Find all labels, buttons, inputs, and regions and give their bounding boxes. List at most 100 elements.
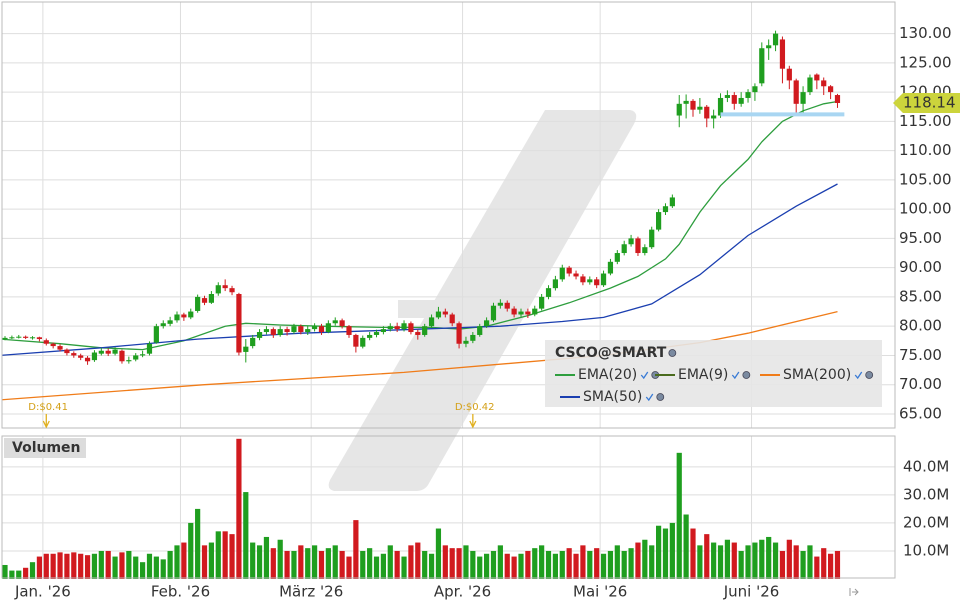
candle-body xyxy=(828,86,834,93)
candle-body xyxy=(614,253,620,262)
candle-body xyxy=(607,261,614,274)
candle-body xyxy=(408,323,414,333)
volume-bar xyxy=(676,452,682,579)
candle-body xyxy=(243,346,249,352)
dividend-label: D:$0.42 xyxy=(455,402,495,413)
volume-bar xyxy=(573,553,579,579)
candle-body xyxy=(662,206,669,213)
volume-bar xyxy=(256,545,263,579)
volume-bar xyxy=(772,542,779,579)
volume-bar xyxy=(587,550,593,579)
volume-bar xyxy=(50,553,56,579)
x-tick-label: März '26 xyxy=(279,583,343,600)
volume-bar xyxy=(484,553,490,579)
candle-body xyxy=(539,296,545,309)
volume-bar xyxy=(559,550,565,579)
candle-body xyxy=(745,92,751,98)
candle-body xyxy=(518,311,524,315)
y-tick-label: 85.00 xyxy=(899,287,942,305)
candle-body xyxy=(119,350,125,362)
candle-body xyxy=(600,273,607,286)
y-tick-label: 105.00 xyxy=(899,170,952,188)
scroll-icon[interactable] xyxy=(849,588,859,596)
volume-bar xyxy=(133,556,139,579)
volume-bar xyxy=(422,550,428,579)
y-tick-label: 80.00 xyxy=(899,317,942,335)
volume-bar xyxy=(105,550,111,579)
candle-body xyxy=(16,336,22,338)
volume-bar xyxy=(112,556,118,579)
volume-bar xyxy=(415,542,421,579)
volume-bar xyxy=(64,553,70,579)
volume-bar xyxy=(649,545,655,579)
candle-body xyxy=(552,279,558,289)
candle-body xyxy=(353,334,359,347)
candle-body xyxy=(9,337,15,339)
volume-bar xyxy=(373,556,380,579)
candle-body xyxy=(146,343,153,354)
candle-body xyxy=(456,323,462,344)
volume-bar xyxy=(731,542,737,579)
candle-body xyxy=(2,337,8,340)
candle-body xyxy=(621,244,627,254)
legend-check xyxy=(640,371,649,380)
candle-body xyxy=(380,329,386,333)
volume-tick-label: 30.0M xyxy=(903,485,949,503)
volume-bar xyxy=(669,522,675,579)
volume-bar xyxy=(490,550,497,579)
volume-bar xyxy=(236,438,242,579)
candle-body xyxy=(532,308,538,315)
x-tick-label: Apr. '26 xyxy=(434,583,491,600)
volume-bar xyxy=(552,553,558,579)
volume-bar xyxy=(470,550,476,579)
volume-bar xyxy=(793,545,799,579)
volume-bar xyxy=(312,545,318,579)
volume-bar xyxy=(243,492,249,579)
candle-body xyxy=(497,302,503,306)
candle-body xyxy=(793,80,799,104)
volume-bar xyxy=(57,552,63,579)
candle-body xyxy=(821,80,827,87)
volume-bar xyxy=(566,548,572,579)
candle-body xyxy=(435,311,442,318)
candle-body xyxy=(566,267,572,274)
candle-body xyxy=(656,212,662,230)
volume-bar xyxy=(607,550,614,579)
y-tick-label: 110.00 xyxy=(899,141,952,159)
candle-body xyxy=(800,92,806,104)
candle-body xyxy=(511,308,517,315)
candle-body xyxy=(814,74,820,81)
candle-body xyxy=(545,288,552,297)
candle-body xyxy=(731,95,737,104)
candle-body xyxy=(84,357,91,362)
volume-bar xyxy=(704,534,710,579)
candle-body xyxy=(195,296,201,311)
volume-bar xyxy=(98,550,104,579)
volume-bar xyxy=(215,531,221,579)
candle-body xyxy=(263,329,270,333)
candle-body xyxy=(167,320,173,324)
volume-bar xyxy=(380,553,386,579)
candle-body xyxy=(422,326,428,335)
y-tick-label: 130.00 xyxy=(899,24,952,42)
candles xyxy=(2,30,841,365)
volume-bar xyxy=(628,548,634,579)
volume-bar xyxy=(174,545,180,579)
candle-body xyxy=(78,355,84,358)
candle-body xyxy=(470,334,476,341)
legend-check xyxy=(731,371,740,380)
candle-body xyxy=(284,329,290,333)
candle-body xyxy=(23,336,29,338)
candle-body xyxy=(98,350,104,354)
volume-bar xyxy=(800,550,806,579)
candle-body xyxy=(690,100,696,110)
y-tick-label: 75.00 xyxy=(899,346,942,364)
indicator-line xyxy=(2,183,838,356)
candle-body xyxy=(697,106,703,110)
volume-bar xyxy=(449,548,455,579)
volume-bar xyxy=(532,548,538,579)
volume-bar xyxy=(456,548,462,579)
volume-bar xyxy=(511,556,517,579)
legend-check xyxy=(645,393,654,402)
volume-bar xyxy=(724,539,730,579)
